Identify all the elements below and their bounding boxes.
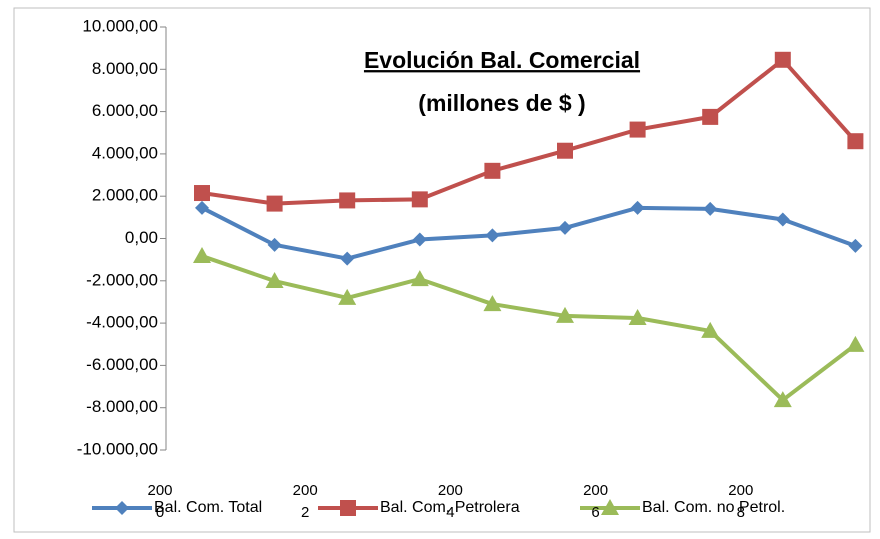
y-tick-label: 6.000,00 (92, 101, 158, 120)
data-point (195, 200, 209, 215)
x-tick-label: 2004 (437, 482, 463, 521)
series-line (201, 57, 857, 206)
data-point (701, 321, 720, 338)
series-line (201, 254, 857, 403)
data-point (411, 191, 428, 208)
x-tick-label: 2002 (292, 482, 318, 521)
x-tick-label: 2006 (583, 482, 609, 521)
chart-subtitle: (millones de $ ) (418, 90, 585, 116)
data-point (628, 309, 647, 326)
y-tick-label: 8.000,00 (92, 59, 158, 78)
data-point (557, 142, 573, 159)
legend-label: Bal. Com. no Petrol. (642, 499, 785, 516)
x-tick-label: 2000 (147, 482, 173, 521)
legend-marker (601, 499, 619, 515)
data-point (556, 306, 574, 323)
y-tick-label: 4.000,00 (92, 143, 158, 162)
data-point (485, 228, 500, 243)
data-point (629, 121, 646, 138)
data-point (558, 220, 572, 235)
y-tick-label: -4.000,00 (86, 313, 158, 332)
y-tick-label: -6.000,00 (86, 355, 158, 374)
data-point (410, 270, 429, 287)
legend-label: Bal. Com. Total (154, 499, 262, 516)
data-point (267, 237, 282, 252)
data-point (265, 272, 284, 289)
data-point (194, 185, 210, 202)
legend-label: Bal. Com. Petrolera (380, 499, 520, 516)
y-tick-label: 10.000,00 (82, 16, 158, 35)
data-point (846, 335, 865, 352)
data-point (775, 212, 790, 227)
data-point (340, 251, 355, 266)
legend-marker (340, 500, 356, 516)
data-point (773, 391, 792, 408)
data-point (630, 200, 645, 215)
x-tick-label: 2008 (728, 482, 754, 521)
data-point (484, 162, 501, 179)
y-tick-label: -8.000,00 (86, 397, 158, 416)
data-point (848, 238, 863, 253)
data-point (412, 232, 427, 247)
data-point (702, 108, 719, 125)
y-tick-label: -2.000,00 (86, 270, 158, 289)
y-tick-label: 0,00 (125, 228, 158, 247)
data-point (266, 195, 283, 212)
data-point (338, 288, 357, 305)
data-point (339, 192, 356, 209)
data-point (703, 201, 718, 216)
legend-marker (115, 501, 129, 515)
data-point (847, 133, 864, 150)
y-tick-label: -10.000,00 (77, 439, 158, 458)
chart-frame (13, 7, 871, 533)
chart-title: Evolución Bal. Comercial (364, 47, 640, 73)
y-tick-label: 2.000,00 (92, 186, 158, 205)
data-point (774, 51, 791, 68)
data-point (483, 295, 502, 312)
series-line (201, 205, 857, 261)
data-point (193, 247, 211, 264)
